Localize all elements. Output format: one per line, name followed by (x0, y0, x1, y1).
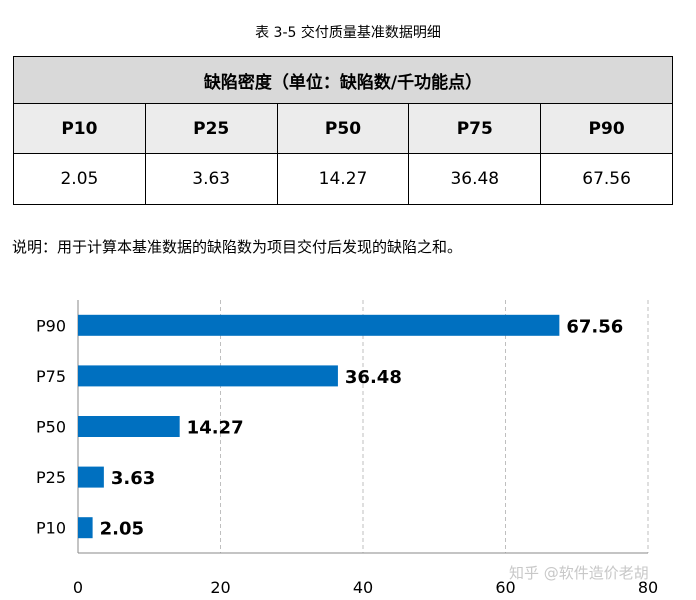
table-cell: 14.27 (276, 153, 410, 205)
column-header: P25 (144, 103, 278, 154)
bar (78, 517, 93, 539)
category-label: P25 (36, 468, 66, 487)
x-tick-label: 40 (353, 578, 373, 597)
table-cell: 36.48 (408, 153, 542, 205)
table-cell: 67.56 (540, 153, 673, 205)
data-label: 2.05 (100, 519, 144, 540)
data-label: 3.63 (111, 468, 155, 489)
watermark: 知乎 @软件造价老胡 (509, 564, 649, 582)
x-tick-label: 80 (638, 578, 658, 597)
data-label: 67.56 (566, 316, 623, 337)
column-header: P75 (408, 103, 542, 154)
bar (78, 365, 338, 387)
table-cell: 3.63 (144, 153, 278, 205)
x-tick-label: 20 (210, 578, 230, 597)
table-cell: 2.05 (13, 153, 146, 205)
bar (78, 314, 560, 336)
x-tick-label: 0 (73, 578, 83, 597)
table-caption: 表 3-5 交付质量基准数据明细 (255, 25, 441, 41)
bar (78, 416, 180, 437)
table-header: 缺陷密度（单位：缺陷数/千功能点） (13, 56, 673, 104)
category-label: P50 (36, 418, 66, 437)
data-label: 14.27 (187, 418, 244, 439)
category-label: P90 (36, 316, 66, 335)
note-text: 说明：用于计算本基准数据的缺陷数为项目交付后发现的缺陷之和。 (12, 238, 463, 256)
column-header: P50 (276, 103, 410, 154)
bar (78, 466, 104, 488)
data-label: 36.48 (345, 367, 402, 388)
x-tick-label: 60 (495, 578, 515, 597)
category-label: P75 (36, 367, 66, 386)
benchmark-table: 缺陷密度（单位：缺陷数/千功能点） P10 P25 P50 P75 P90 2.… (13, 56, 673, 205)
category-label: P10 (36, 519, 66, 538)
column-header: P10 (13, 103, 146, 154)
